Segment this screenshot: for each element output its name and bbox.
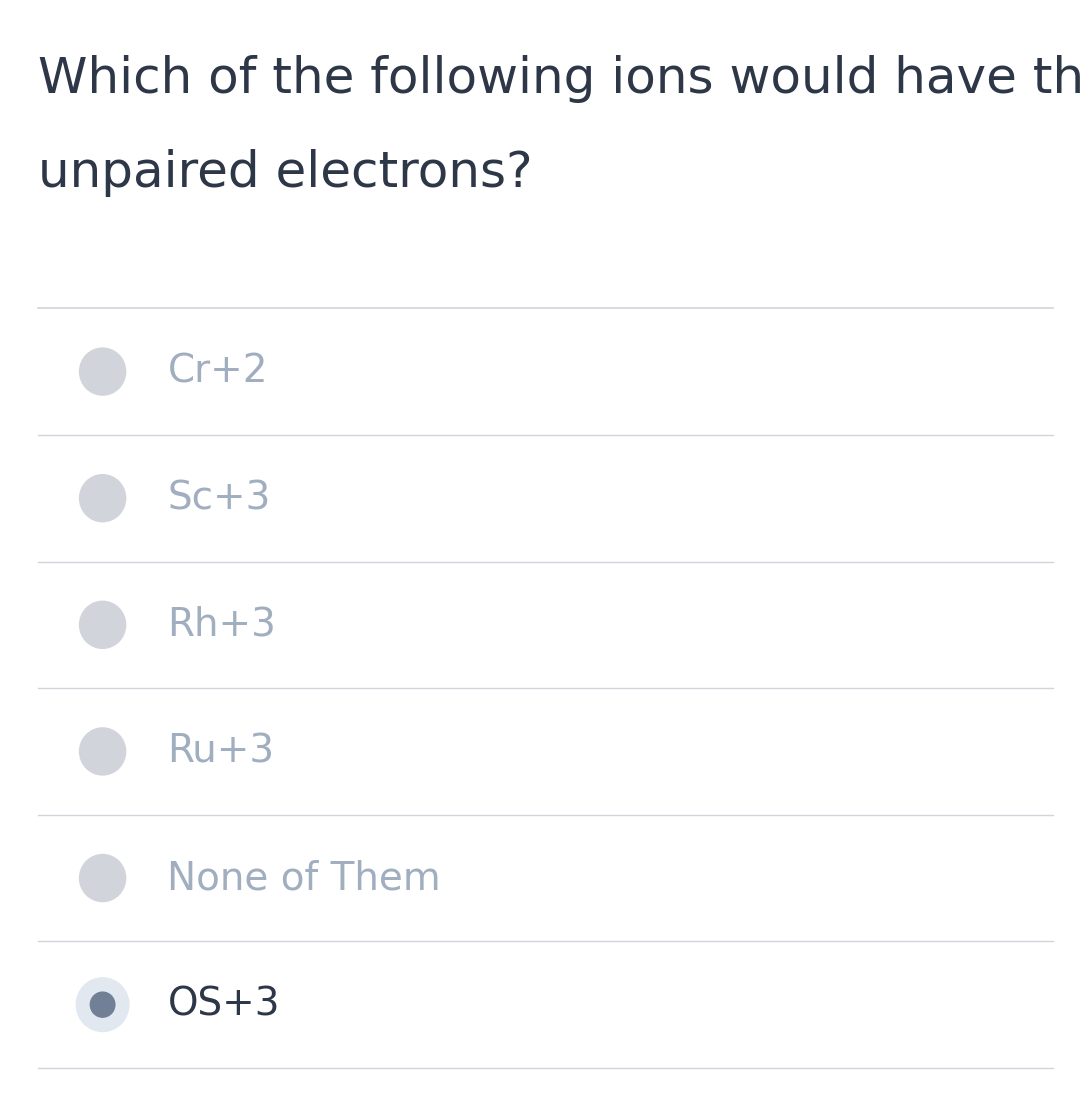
Text: Rh+3: Rh+3 bbox=[167, 606, 276, 644]
Text: None of Them: None of Them bbox=[167, 859, 441, 897]
Circle shape bbox=[76, 978, 130, 1033]
Text: Sc+3: Sc+3 bbox=[167, 479, 271, 517]
Circle shape bbox=[79, 854, 126, 903]
Circle shape bbox=[79, 348, 126, 395]
Circle shape bbox=[79, 601, 126, 648]
Text: Which of the following ions would have three: Which of the following ions would have t… bbox=[38, 55, 1080, 103]
Text: Cr+2: Cr+2 bbox=[167, 352, 268, 391]
Circle shape bbox=[79, 728, 126, 775]
Text: OS+3: OS+3 bbox=[167, 985, 280, 1024]
Text: Ru+3: Ru+3 bbox=[167, 732, 274, 771]
Text: unpaired electrons?: unpaired electrons? bbox=[38, 149, 532, 197]
Circle shape bbox=[90, 991, 116, 1017]
Circle shape bbox=[79, 473, 126, 523]
